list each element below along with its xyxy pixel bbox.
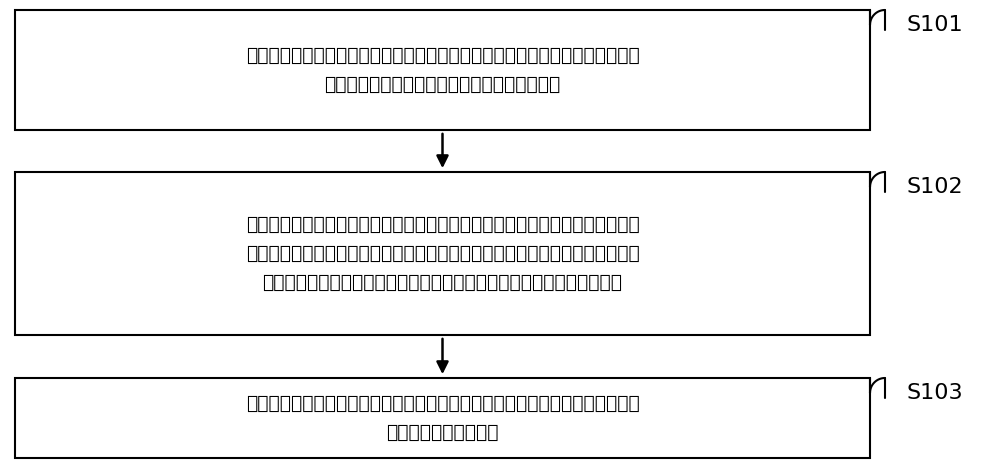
Text: S102: S102: [907, 177, 963, 197]
FancyBboxPatch shape: [15, 378, 870, 458]
Text: 融合非接触射频定位技术与惯性导航技术，在低密度信息读取设备环境下进行无
人巡检设备无盲区导航: 融合非接触射频定位技术与惯性导航技术，在低密度信息读取设备环境下进行无 人巡检设…: [246, 394, 639, 442]
Text: S103: S103: [907, 383, 963, 403]
Text: 利用三维加速度传感器、三轴数字罗盘、三轴陀螺仪、三维激光雷达及其他传感
器，实时获取无人巡检设备运动状态和周围环境: 利用三维加速度传感器、三轴数字罗盘、三轴陀螺仪、三维激光雷达及其他传感 器，实时…: [246, 46, 639, 94]
Text: 基于获取的无人巡检设备运动状态和周围环境，利用北斗定位技术结合惯性导航
算法，进行无人巡检设备无盲区室外导航定位；基于获取的无人巡检设备运动状
态和周围环境，利: 基于获取的无人巡检设备运动状态和周围环境，利用北斗定位技术结合惯性导航 算法，进…: [246, 215, 639, 292]
FancyBboxPatch shape: [15, 172, 870, 335]
FancyBboxPatch shape: [15, 10, 870, 130]
Text: S101: S101: [907, 15, 963, 35]
